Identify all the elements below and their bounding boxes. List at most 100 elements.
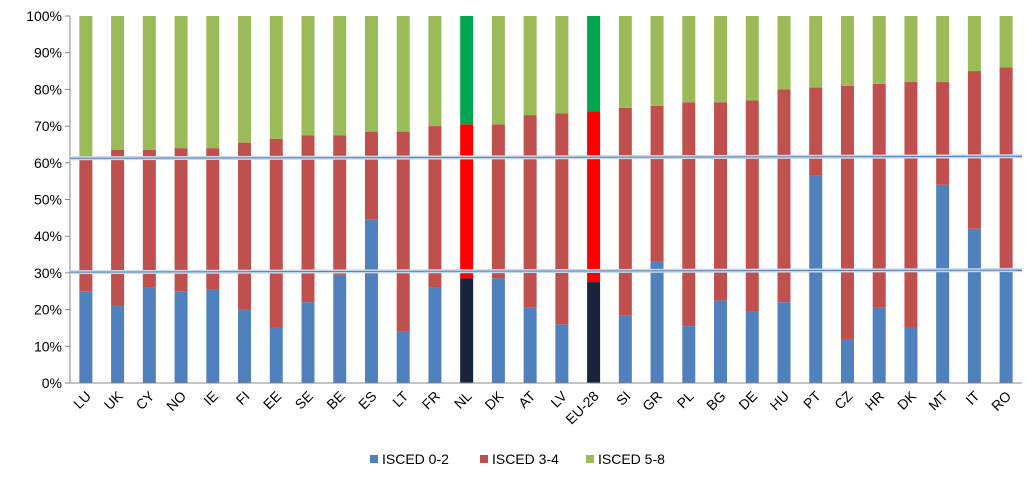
bar-segment-uk-2 (111, 149, 125, 306)
bar-segment-ee-1 (269, 327, 283, 383)
x-tick-label: NO (163, 388, 189, 414)
bar-segment-dk-1 (904, 327, 918, 383)
y-tick-label: 10% (34, 338, 62, 354)
bar-segment-hu-3 (777, 16, 791, 90)
bar-segment-ie-3 (206, 16, 220, 149)
bar-segment-cy-3 (142, 16, 156, 150)
x-tick-label: PT (800, 387, 824, 411)
bar-segment-fr-2 (428, 126, 442, 288)
bar-segment-se-3 (301, 16, 315, 136)
legend-label: ISCED 0-2 (382, 451, 449, 467)
bar-segment-pt-1 (809, 175, 823, 383)
x-tick-label: RO (988, 388, 1014, 414)
bar-segment-gr-1 (650, 261, 664, 383)
bar-segment-hr-3 (872, 16, 886, 84)
bar-segment-fi-2 (238, 142, 252, 310)
bar-segment-fi-3 (238, 16, 252, 143)
bar-segment-bg-1 (714, 300, 728, 383)
bar-segment-se-1 (301, 302, 315, 383)
bar-segment-pt-3 (809, 16, 823, 88)
bar-segment-cz-2 (840, 85, 854, 339)
bar-segment-nl-2 (460, 124, 474, 279)
bar-segment-si-1 (618, 315, 632, 383)
bar-segment-fi-1 (238, 309, 252, 383)
bar-segment-ro-2 (999, 67, 1013, 268)
y-tick-label: 80% (34, 81, 62, 97)
x-tick-label: LT (389, 388, 411, 410)
legend-swatch (370, 455, 378, 463)
x-tick-label: IE (200, 388, 221, 409)
legend-swatch (586, 455, 594, 463)
bar-segment-nl-1 (460, 278, 474, 383)
y-tick-label: 100% (26, 8, 62, 24)
bar-segment-it-2 (967, 71, 981, 229)
bar-segment-lt-1 (396, 331, 410, 383)
bar-segment-bg-2 (714, 102, 728, 301)
bar-segment-ee-3 (269, 16, 283, 139)
x-tick-label: DK (481, 387, 507, 413)
bar-segment-lv-1 (555, 324, 569, 383)
bar-segment-lt-2 (396, 131, 410, 332)
x-tick-label: CY (132, 387, 158, 413)
bar-segment-dk-1 (491, 278, 505, 383)
bar-segment-at-3 (523, 16, 537, 116)
bar-segment-it-1 (967, 228, 981, 383)
bar-segment-es-3 (364, 16, 378, 132)
bar-segment-hu-2 (777, 89, 791, 303)
x-tick-label: FI (233, 388, 253, 408)
bar-segment-be-3 (333, 16, 347, 136)
x-tick-label: EE (260, 388, 285, 413)
bar-segment-eu-28-1 (587, 282, 601, 383)
legend-swatch (480, 455, 488, 463)
x-tick-label: LU (70, 388, 94, 412)
bar-segment-fr-3 (428, 16, 442, 127)
bar-segment-ro-1 (999, 267, 1013, 383)
bar-segment-es-1 (364, 219, 378, 383)
bar-segment-ie-1 (206, 289, 220, 383)
bar-segment-mt-2 (936, 82, 950, 185)
x-tick-label: MT (925, 387, 951, 413)
y-tick-label: 20% (34, 302, 62, 318)
bar-segment-eu-28-2 (587, 111, 601, 283)
bar-segment-gr-3 (650, 16, 664, 106)
x-tick-label: UK (101, 387, 127, 413)
y-tick-label: 70% (34, 118, 62, 134)
bar-segment-pl-2 (682, 102, 696, 327)
y-tick-label: 60% (34, 155, 62, 171)
y-tick-label: 0% (42, 375, 62, 391)
x-tick-label: BE (323, 388, 348, 413)
bar-segment-cz-1 (840, 338, 854, 383)
x-tick-label: AT (515, 387, 539, 411)
legend: ISCED 0-2 ISCED 3-4 ISCED 5-8 (370, 451, 665, 467)
bar-segment-hr-1 (872, 307, 886, 383)
bar-segment-cz-3 (840, 16, 854, 86)
y-tick-label: 40% (34, 228, 62, 244)
bar-segment-it-3 (967, 16, 981, 72)
bar-segment-de-1 (745, 311, 759, 383)
x-tick-label: DE (735, 388, 760, 413)
bar-segment-mt-3 (936, 16, 950, 83)
reference-line (69, 269, 1023, 273)
bar-segment-ie-2 (206, 148, 220, 290)
bar-segment-dk-2 (904, 82, 918, 328)
bar-segment-si-3 (618, 16, 632, 108)
bar-segment-be-1 (333, 274, 347, 383)
bar-segment-pl-3 (682, 16, 696, 103)
x-tick-label: GR (639, 388, 665, 414)
x-tick-label: LV (547, 387, 570, 410)
reference-lines (69, 154, 1023, 275)
bar-segment-lu-3 (79, 16, 93, 160)
bar-segment-dk-3 (904, 16, 918, 83)
x-tick-label: HU (766, 388, 792, 414)
bar-segment-at-1 (523, 307, 537, 383)
bar-segment-lv-3 (555, 16, 569, 114)
x-tick-label: ES (355, 388, 380, 413)
bar-segment-lu-2 (79, 159, 93, 292)
bar-segment-dk-2 (491, 124, 505, 279)
bar-segment-pt-2 (809, 87, 823, 176)
bar-segment-lv-2 (555, 113, 569, 325)
bar-segment-fr-1 (428, 287, 442, 383)
y-axis: 0% 10% 20% 30% 40% 50% 60% 70% 80% 90% 100% (26, 8, 71, 391)
